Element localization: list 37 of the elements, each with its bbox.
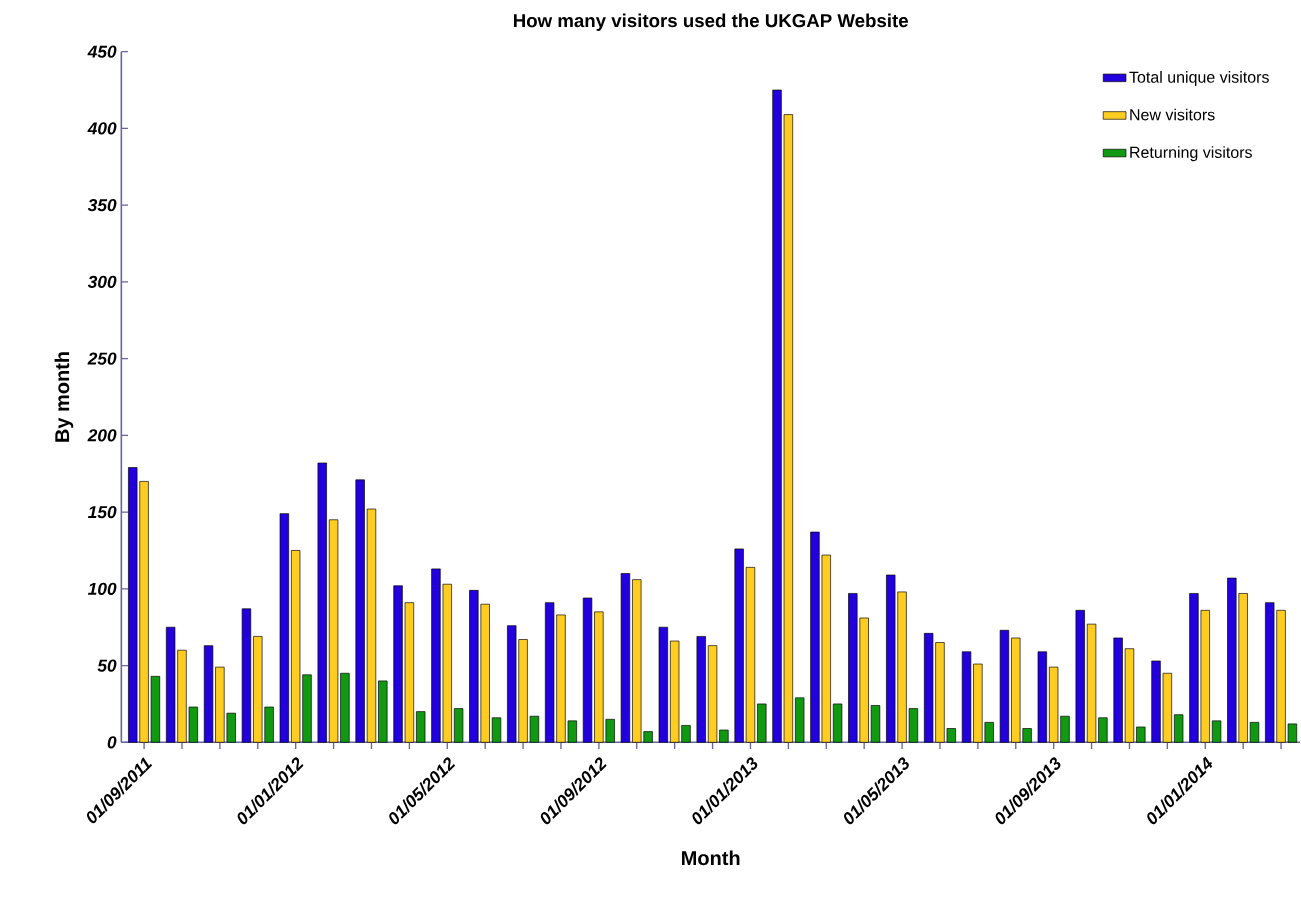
legend-label: Returning visitors	[1130, 146, 1252, 162]
y-tick-label: 450	[87, 45, 117, 58]
y-tick-label: 350	[87, 198, 117, 212]
y-axis-title: By month	[54, 352, 74, 442]
y-tick-label: 150	[87, 505, 117, 519]
chart-title: How many visitors used the UKGAP Website	[513, 13, 908, 31]
bar	[658, 626, 669, 743]
y-tick-label: 400	[87, 122, 117, 135]
legend-label: New visitors	[1130, 108, 1215, 121]
bar	[696, 636, 706, 743]
y-tick-label: 100	[87, 582, 117, 595]
bar	[317, 462, 327, 743]
bar	[1211, 720, 1222, 743]
bar	[832, 703, 843, 743]
y-tick-label: 250	[87, 352, 117, 365]
y-tick-label: 300	[87, 275, 117, 289]
bar	[1174, 714, 1184, 743]
bar	[491, 717, 502, 743]
legend-label: Total unique visitors	[1129, 71, 1269, 86]
bar	[870, 705, 881, 743]
bar	[1249, 722, 1260, 743]
y-tick-label: 50	[97, 659, 117, 672]
bar	[1136, 726, 1146, 743]
bar	[453, 708, 464, 743]
bar	[241, 608, 252, 743]
bar	[1075, 609, 1085, 743]
bar	[999, 629, 1010, 743]
bar	[620, 573, 631, 743]
bar	[416, 711, 426, 743]
bar	[378, 680, 388, 743]
x-axis-title: Month	[682, 850, 740, 866]
bar	[795, 697, 805, 743]
bar	[279, 513, 290, 743]
bar	[757, 703, 767, 743]
y-tick-label: 200	[87, 429, 117, 442]
bar	[1037, 651, 1047, 743]
y-tick-label: 0	[107, 736, 117, 749]
